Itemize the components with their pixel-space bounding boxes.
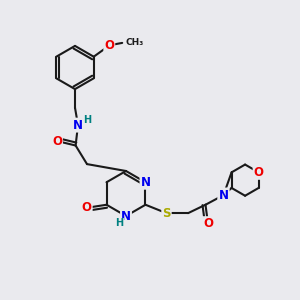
Text: O: O [82, 201, 92, 214]
Text: N: N [73, 118, 83, 132]
Text: N: N [140, 176, 151, 189]
Text: O: O [52, 135, 62, 148]
Text: S: S [162, 207, 171, 220]
Text: O: O [104, 39, 114, 52]
Text: CH₃: CH₃ [125, 38, 143, 47]
Text: N: N [218, 189, 229, 202]
Text: H: H [83, 115, 91, 125]
Text: O: O [203, 217, 213, 230]
Text: N: N [218, 189, 229, 202]
Text: H: H [115, 218, 124, 229]
Text: N: N [121, 209, 131, 223]
Text: O: O [254, 166, 264, 179]
